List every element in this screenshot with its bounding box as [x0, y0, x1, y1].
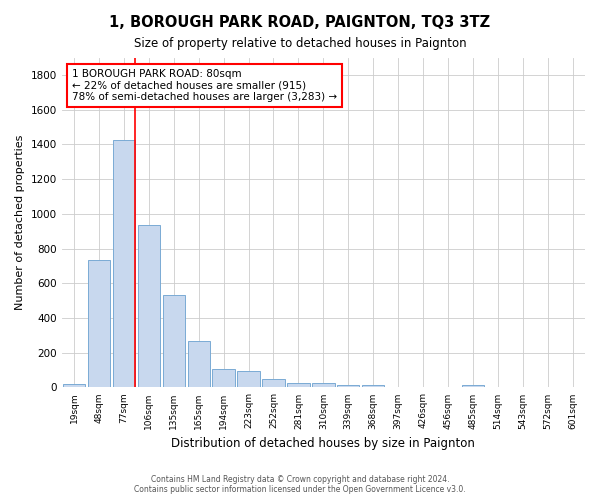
- Bar: [163, 296, 185, 388]
- Bar: [63, 384, 85, 388]
- Bar: [188, 340, 210, 388]
- Bar: [362, 385, 385, 388]
- Bar: [238, 371, 260, 388]
- Y-axis label: Number of detached properties: Number of detached properties: [15, 135, 25, 310]
- Bar: [137, 225, 160, 388]
- Bar: [461, 385, 484, 388]
- Text: 1 BOROUGH PARK ROAD: 80sqm
← 22% of detached houses are smaller (915)
78% of sem: 1 BOROUGH PARK ROAD: 80sqm ← 22% of deta…: [72, 69, 337, 102]
- Bar: [337, 385, 359, 388]
- Text: 1, BOROUGH PARK ROAD, PAIGNTON, TQ3 3TZ: 1, BOROUGH PARK ROAD, PAIGNTON, TQ3 3TZ: [109, 15, 491, 30]
- Bar: [212, 369, 235, 388]
- Bar: [312, 382, 335, 388]
- X-axis label: Distribution of detached houses by size in Paignton: Distribution of detached houses by size …: [172, 437, 475, 450]
- Text: Size of property relative to detached houses in Paignton: Size of property relative to detached ho…: [134, 38, 466, 51]
- Bar: [113, 140, 135, 388]
- Bar: [262, 379, 285, 388]
- Text: Contains HM Land Registry data © Crown copyright and database right 2024.
Contai: Contains HM Land Registry data © Crown c…: [134, 474, 466, 494]
- Bar: [287, 382, 310, 388]
- Bar: [88, 260, 110, 388]
